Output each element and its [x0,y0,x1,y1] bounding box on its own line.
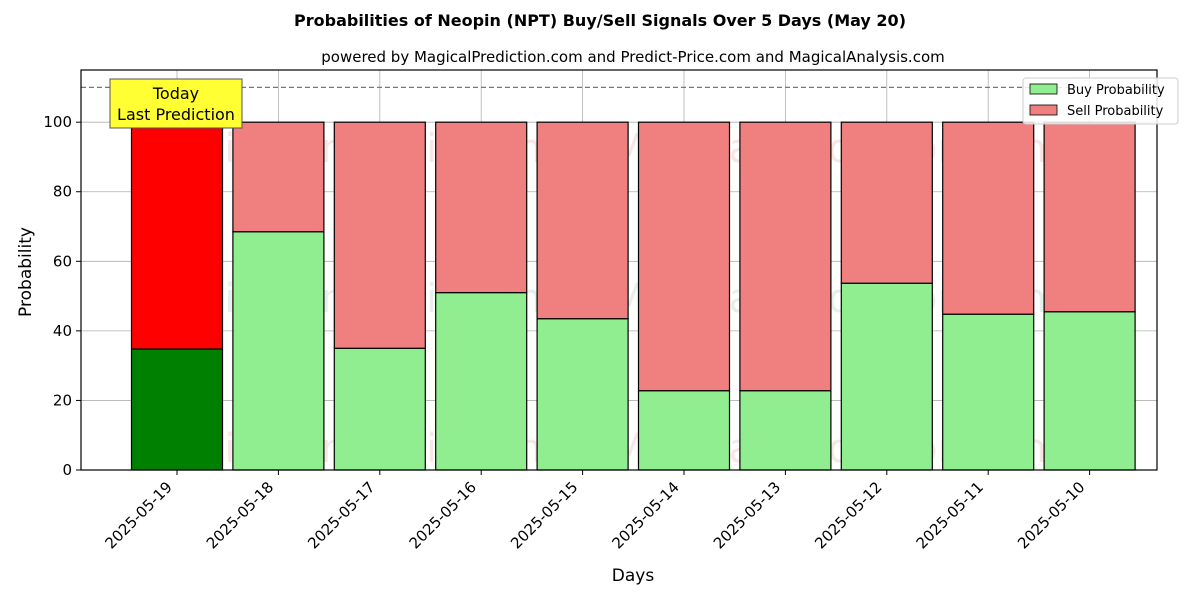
x-tick-label: 2025-05-16 [406,478,480,552]
sell-bar [333,121,426,349]
buy-bar [942,313,1035,471]
sell-bar [942,121,1035,315]
y-tick-label: 40 [53,322,72,340]
y-tick-label: 0 [62,461,72,479]
legend-box [1022,77,1179,125]
buy-bar [840,282,933,471]
y-tick-label: 80 [53,183,72,201]
sell-bar [840,121,933,284]
x-tick-label: 2025-05-18 [203,478,277,552]
y-tick-label: 20 [53,391,72,409]
x-tick-label: 2025-05-13 [710,478,784,552]
buy-bar [435,292,528,471]
buy-bar [739,390,832,471]
annotation-line: Today [152,84,199,103]
legend-label: Buy Probability [1067,83,1165,98]
legend-label: Sell Probability [1067,104,1164,119]
sell-bar [1043,121,1136,313]
sell-bar [130,121,224,350]
bar-layer [81,86,1157,471]
legend-swatch [1029,104,1058,116]
sell-bar [232,121,325,233]
sell-bar [637,121,731,392]
x-tick-label: 2025-05-11 [913,478,987,552]
buy-bar [536,318,629,471]
buy-bar [333,347,426,471]
plot-frame [80,69,1158,471]
legend: Buy Probability Sell Probability [1022,77,1179,125]
x-tick-label: 2025-05-17 [304,478,378,552]
y-tick-label: 100 [43,113,72,131]
x-tick-label: 2025-05-15 [507,478,581,552]
x-tick-label: 2025-05-12 [811,478,885,552]
chart-title: Probabilities of Neopin (NPT) Buy/Sell S… [294,11,906,30]
x-axis-label: Days [612,566,655,586]
buy-bar [232,231,325,471]
y-axis-label: Probability [16,227,36,317]
annotation-line: Last Prediction [117,105,235,124]
sell-bar [739,121,832,392]
x-tick-label: 2025-05-19 [101,478,175,552]
buy-bar [1043,311,1136,471]
x-tick-label: 2025-05-14 [608,478,682,552]
today-annotation: Today Last Prediction [109,78,243,129]
x-tick-label: 2025-05-10 [1014,478,1088,552]
annotation-box [109,78,243,129]
buy-bar [130,348,224,471]
buy-bar [637,390,731,471]
legend-swatch [1029,83,1058,95]
sell-bar [536,121,629,320]
sell-bar [435,121,528,294]
y-tick-label: 60 [53,252,72,270]
chart-subtitle: powered by MagicalPrediction.com and Pre… [321,48,945,66]
